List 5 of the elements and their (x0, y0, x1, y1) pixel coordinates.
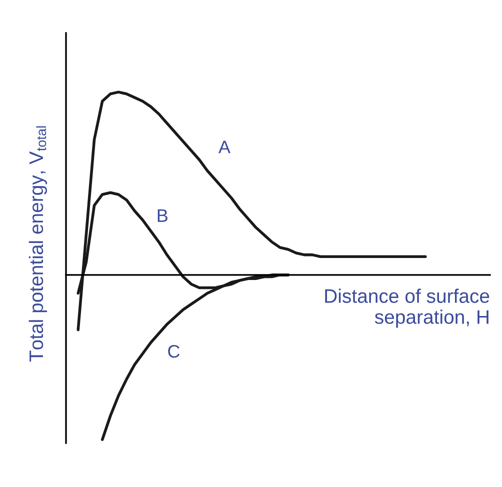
y-axis-title: Total potential energy, V$_{total}$ (28, 126, 47, 362)
x-axis-title: Distance of surface separation, H (325, 288, 490, 328)
series-label: A (218, 140, 230, 154)
series-label: B (158, 209, 168, 222)
series-label: C (168, 344, 180, 358)
